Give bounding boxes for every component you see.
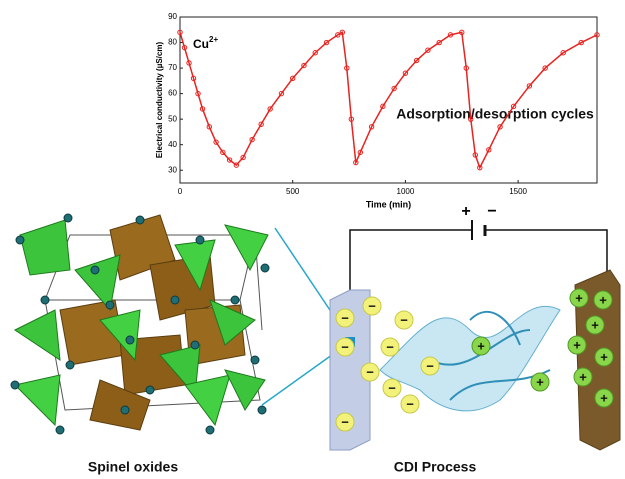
cation-sign: + bbox=[579, 369, 587, 384]
x-tick-label: 500 bbox=[286, 187, 300, 196]
cation-sign: + bbox=[600, 390, 608, 405]
y-tick-label: 50 bbox=[168, 114, 177, 123]
y-axis-title: Electrical conductivity (µS/cm) bbox=[155, 42, 164, 159]
anion-sign: − bbox=[341, 339, 349, 354]
x-tick-label: 1500 bbox=[509, 187, 527, 196]
anion-sign: − bbox=[406, 396, 414, 411]
y-tick-label: 70 bbox=[168, 63, 177, 72]
annotation-text: Cu bbox=[193, 37, 209, 51]
cation-sign: + bbox=[599, 292, 607, 307]
anion-sign: − bbox=[426, 358, 434, 373]
anion-sign: − bbox=[341, 414, 349, 429]
spinel-structure bbox=[11, 214, 269, 434]
anion-sign: − bbox=[368, 298, 376, 313]
battery-plus: + bbox=[461, 203, 470, 220]
spinel-label: Spinel oxides bbox=[88, 459, 178, 475]
cation-sign: + bbox=[591, 317, 599, 332]
x-tick-label: 0 bbox=[178, 187, 183, 196]
battery-minus: − bbox=[487, 203, 496, 220]
anion-sign: − bbox=[386, 339, 394, 354]
y-tick-label: 60 bbox=[168, 89, 177, 98]
x-axis-title: Time (min) bbox=[366, 199, 411, 209]
anion-sign: − bbox=[366, 364, 374, 379]
y-tick-label: 80 bbox=[168, 38, 177, 47]
anion-sign: − bbox=[341, 310, 349, 325]
cation-sign: + bbox=[600, 349, 608, 364]
cation-sign: + bbox=[536, 374, 544, 389]
annotation-superscript: 2+ bbox=[209, 35, 218, 44]
x-tick-label: 1000 bbox=[397, 187, 415, 196]
figure: + − −−−−−−−−−−+++++++++ Adsorption/desor… bbox=[0, 0, 625, 479]
y-tick-label: 90 bbox=[168, 12, 177, 21]
cdi-label: CDI Process bbox=[394, 459, 477, 475]
cation-sign: + bbox=[573, 337, 581, 352]
annotation: Cu2+ bbox=[193, 35, 218, 51]
cycles-label: Adsorption/desorption cycles bbox=[396, 106, 594, 122]
series-line bbox=[180, 32, 597, 167]
page: {"chart_data": {"type": "line", "annotat… bbox=[0, 0, 625, 479]
anion-sign: − bbox=[388, 380, 396, 395]
cdi-cell: + − bbox=[330, 203, 620, 450]
y-tick-label: 40 bbox=[168, 140, 177, 149]
cation-sign: + bbox=[575, 290, 583, 305]
y-tick-label: 30 bbox=[168, 165, 177, 174]
cation-sign: + bbox=[477, 338, 485, 353]
anion-sign: − bbox=[400, 312, 408, 327]
